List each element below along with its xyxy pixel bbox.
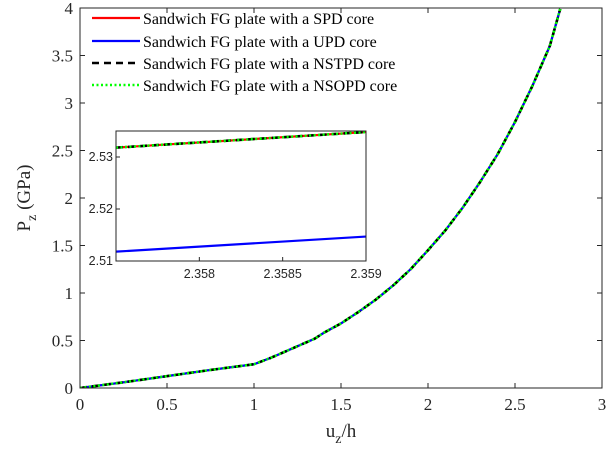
x-tick-label: 1.5: [330, 395, 351, 414]
legend-entry-nstpd: Sandwich FG plate with a NSTPD core: [92, 56, 395, 73]
legend-entry-nsopd: Sandwich FG plate with a NSOPD core: [92, 78, 397, 95]
y-tick-label: 1.5: [52, 237, 73, 256]
y-tick-label: 0: [65, 379, 74, 398]
inset-series-group: [116, 131, 366, 253]
inset-axes-box: [115, 130, 367, 262]
x-axis-label-sub: z: [335, 432, 341, 447]
x-tick-label: 1: [250, 395, 259, 414]
y-tick-label: 0.5: [52, 332, 73, 351]
legend-entry-upd: Sandwich FG plate with a UPD core: [92, 34, 377, 51]
x-tick-label: 2: [424, 395, 433, 414]
inset-y-tick-label: 2.51: [89, 254, 113, 268]
y-tick-label: 1: [65, 284, 74, 303]
legend: Sandwich FG plate with a SPD core Sandwi…: [92, 11, 397, 95]
y-tick-label: 2.5: [52, 142, 73, 161]
inset-y-tick-label: 2.53: [89, 150, 113, 164]
y-axis-label: Pz (GPa): [14, 165, 40, 232]
inset-plot: 2.358 2.3585 2.359 2.51 2.52 2.53: [89, 130, 382, 281]
main-x-ticks: 0 0.5 1 1.5 2 2.5 3: [76, 8, 607, 414]
inset-y-tick-label: 2.52: [89, 202, 113, 216]
x-axis-label-base: u: [326, 421, 336, 442]
legend-label-upd: Sandwich FG plate with a UPD core: [143, 34, 377, 51]
inset-x-ticks: 2.358 2.3585 2.359: [184, 257, 382, 281]
legend-label-spd: Sandwich FG plate with a SPD core: [143, 11, 374, 28]
y-tick-label: 3.5: [52, 47, 73, 66]
x-tick-label: 3: [598, 395, 607, 414]
inset-x-tick-label: 2.3585: [264, 267, 302, 281]
y-axis-label-base: P: [14, 221, 35, 232]
y-tick-label: 4: [65, 0, 74, 18]
legend-label-nsopd: Sandwich FG plate with a NSOPD core: [143, 78, 397, 95]
x-tick-label: 0.5: [156, 395, 177, 414]
inset-series-line-3: [116, 131, 366, 149]
main-series-group: [80, 8, 562, 388]
y-tick-label: 3: [65, 94, 74, 113]
x-tick-label: 0: [76, 395, 85, 414]
y-axis-label-suffix: (GPa): [14, 165, 35, 215]
x-tick-label: 2.5: [504, 395, 525, 414]
inset-series-line-1: [116, 235, 366, 253]
inset-y-ticks: 2.51 2.52 2.53: [89, 150, 120, 268]
y-tick-label: 2: [65, 189, 74, 208]
x-axis-label: uz/h: [326, 421, 357, 447]
inset-background: [116, 131, 366, 261]
inset-x-tick-label: 2.358: [184, 267, 215, 281]
series-line-3: [80, 8, 562, 388]
main-y-ticks: 00.511.522.533.54: [52, 0, 602, 398]
y-axis-label-sub: z: [25, 215, 40, 221]
x-axis-label-suffix: /h: [341, 421, 356, 442]
inset-x-tick-label: 2.359: [350, 267, 381, 281]
legend-entry-spd: Sandwich FG plate with a SPD core: [92, 11, 374, 28]
legend-label-nstpd: Sandwich FG plate with a NSTPD core: [143, 56, 395, 73]
